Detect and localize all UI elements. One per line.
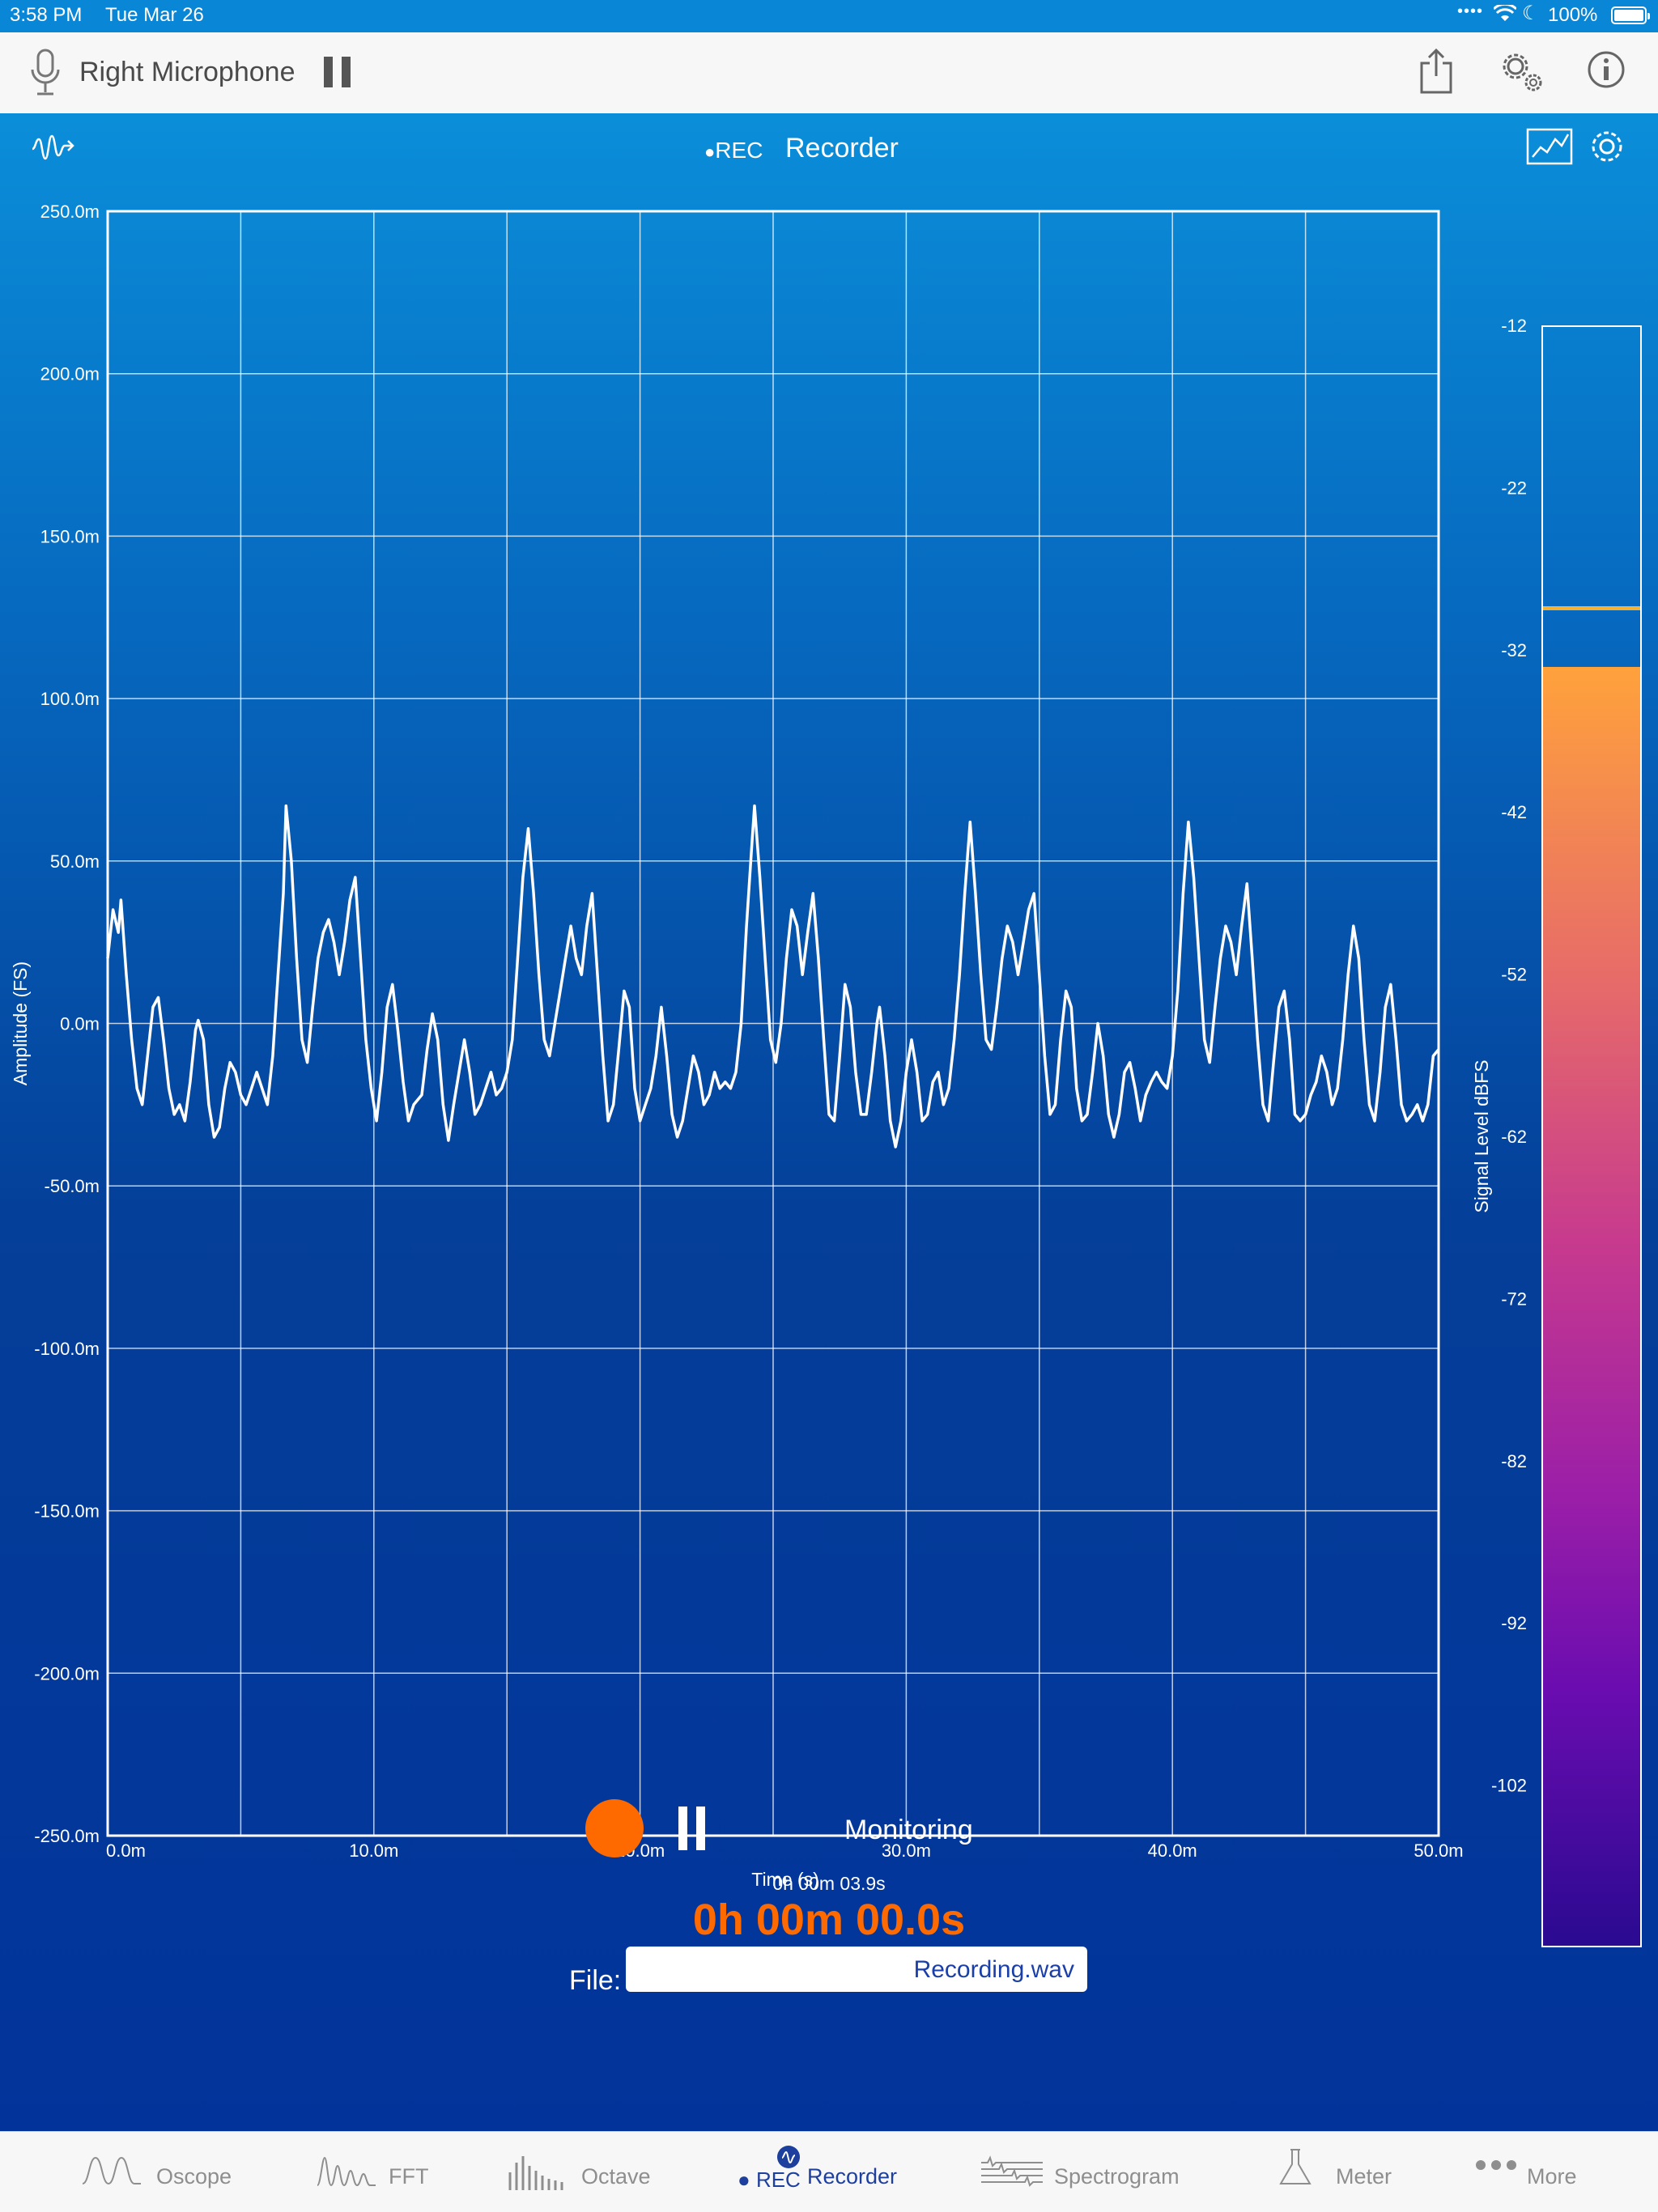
status-time: 3:58 PM: [10, 4, 83, 26]
status-date: Tue Mar 26: [105, 4, 204, 26]
settings-gear-icon[interactable]: [1496, 47, 1546, 100]
x-tick-label: 40.0m: [1148, 1841, 1197, 1861]
tab-meter[interactable]: Meter: [1278, 2132, 1407, 2212]
tab-spectrogram[interactable]: Spectrogram: [980, 2132, 1198, 2212]
tab-label: Meter: [1336, 2164, 1392, 2189]
tab-label: Recorder: [807, 2164, 898, 2189]
tab-label: Oscope: [156, 2164, 232, 2189]
meter-tick-label: -32: [1501, 640, 1527, 660]
meter-peak-marker: [1543, 606, 1640, 610]
graph-mode-icon[interactable]: [1526, 128, 1573, 169]
meter-tick-label: -62: [1501, 1127, 1527, 1147]
x-tick-label: 10.0m: [349, 1841, 398, 1861]
toolbar-pause-button[interactable]: [324, 57, 351, 89]
panel-header: ●REC Recorder: [0, 113, 1658, 186]
y-tick-label: 150.0m: [40, 526, 100, 546]
oscope-icon: [81, 2155, 142, 2191]
meter-tick-label: -22: [1501, 478, 1527, 498]
tab-more[interactable]: More: [1475, 2132, 1596, 2212]
meter-level-fill: [1543, 667, 1640, 1946]
file-label: File:: [569, 1965, 622, 1996]
meter-axis-label: Signal Level dBFS: [1471, 1059, 1492, 1212]
meter-tick-label: -92: [1501, 1613, 1527, 1633]
fft-icon: [316, 2155, 377, 2191]
meter-tick-label: -102: [1491, 1776, 1527, 1796]
waveform-mode-icon[interactable]: [31, 131, 76, 168]
tab-recorder[interactable]: ● REC Recorder: [733, 2132, 911, 2212]
tab-octave[interactable]: Octave: [507, 2132, 669, 2212]
tab-rec-prefix: ● REC: [738, 2167, 801, 2192]
y-tick-label: 0.0m: [60, 1014, 100, 1034]
y-axis-label: Amplitude (FS): [10, 962, 31, 1085]
meter-tick-label: -82: [1501, 1451, 1527, 1471]
y-tick-label: 200.0m: [40, 364, 100, 384]
record-button[interactable]: [585, 1799, 644, 1857]
y-tick-label: 50.0m: [50, 851, 100, 872]
status-bar: 3:58 PM Tue Mar 26 •••• ☾ 100%: [0, 0, 1658, 32]
rec-badge: ●REC: [704, 138, 763, 163]
elapsed-time-small: 0h 00m 03.9s: [772, 1873, 886, 1894]
meter-icon: [1278, 2148, 1313, 2191]
pause-recording-button[interactable]: [678, 1807, 706, 1852]
panel-title: Recorder: [785, 133, 899, 163]
recording-timer: 0h 00m 00.0s: [692, 1896, 966, 1944]
tab-label: Octave: [581, 2164, 651, 2189]
octave-icon: [507, 2155, 568, 2194]
waveform-trace: [106, 804, 1440, 1148]
rec-label: REC: [715, 138, 763, 163]
tab-oscope[interactable]: Oscope: [81, 2132, 243, 2212]
y-tick-label: 250.0m: [40, 202, 100, 222]
wifi-icon: [1492, 2, 1518, 28]
meter-tick-label: -12: [1501, 316, 1527, 336]
x-axis-label: Time (s): [751, 1869, 818, 1890]
x-tick-label: 0.0m: [106, 1841, 146, 1861]
y-tick-label: -250.0m: [34, 1826, 100, 1846]
tab-label: FFT: [389, 2164, 429, 2189]
tab-rec-prefix-text: REC: [755, 2167, 801, 2192]
microphone-icon[interactable]: [29, 49, 62, 103]
signal-level-meter: [1541, 325, 1642, 1947]
battery-percent: 100%: [1548, 4, 1598, 26]
meter-tick-label: -42: [1501, 802, 1527, 822]
tab-label: Spectrogram: [1054, 2164, 1180, 2189]
x-tick-label: 30.0m: [882, 1841, 931, 1861]
tab-label: More: [1527, 2164, 1577, 2189]
y-tick-label: -100.0m: [34, 1339, 100, 1359]
y-tick-label: -200.0m: [34, 1663, 100, 1683]
panel-settings-icon[interactable]: [1587, 126, 1627, 171]
moon-icon: ☾: [1522, 2, 1540, 24]
file-name-field[interactable]: Recording.wav: [626, 1947, 1087, 1992]
input-source-title[interactable]: Right Microphone: [79, 57, 295, 87]
recorder-panel: ●REC Recorder 250.0m 200.0m 150.0m 100.0m 50…: [0, 113, 1658, 2131]
more-icon: [1475, 2159, 1517, 2175]
share-icon[interactable]: [1418, 47, 1454, 100]
info-icon[interactable]: [1587, 50, 1626, 93]
waveform-chart[interactable]: 250.0m 200.0m 150.0m 100.0m 50.0m 0.0m -50.0m -…: [0, 113, 1658, 1910]
y-tick-label: -50.0m: [45, 1176, 100, 1196]
signal-dots-icon: ••••: [1457, 2, 1484, 20]
meter-tick-label: -52: [1501, 965, 1527, 985]
tab-fft[interactable]: FFT: [316, 2132, 437, 2212]
toolbar: Right Microphone: [0, 32, 1658, 114]
plot-frame: [106, 210, 1440, 1837]
x-tick-label: 50.0m: [1414, 1841, 1463, 1861]
tab-bar: Oscope FFT Octave ● REC Recorder Spectro…: [0, 2131, 1658, 2212]
battery-icon: [1611, 6, 1650, 24]
y-tick-label: -150.0m: [34, 1501, 100, 1522]
monitoring-status: Monitoring: [844, 1815, 973, 1845]
meter-tick-label: -72: [1501, 1289, 1527, 1309]
recorder-icon: [776, 2145, 801, 2173]
y-tick-label: 100.0m: [40, 689, 100, 709]
spectrogram-icon: [980, 2155, 1044, 2191]
